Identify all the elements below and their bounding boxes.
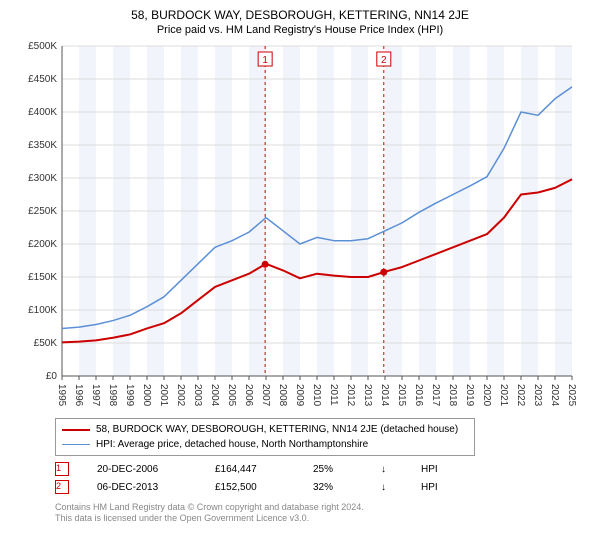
svg-text:2024: 2024: [549, 384, 560, 407]
svg-text:2008: 2008: [277, 384, 288, 407]
legend-swatch: [62, 429, 90, 431]
marker-ref: HPI: [421, 464, 451, 475]
marker-badge: 2: [55, 480, 69, 494]
svg-text:2000: 2000: [141, 384, 152, 407]
marker-date: 06-DEC-2013: [97, 482, 187, 493]
svg-text:1997: 1997: [90, 384, 101, 407]
svg-text:2018: 2018: [447, 384, 458, 407]
svg-text:£0: £0: [46, 371, 58, 382]
footnote: Contains HM Land Registry data © Crown c…: [55, 502, 590, 525]
marker-price: £164,447: [215, 464, 285, 475]
svg-text:2014: 2014: [379, 384, 390, 407]
svg-text:1996: 1996: [73, 384, 84, 407]
svg-text:£300K: £300K: [28, 173, 57, 184]
svg-text:2004: 2004: [209, 384, 220, 407]
marker-row: 2 06-DEC-2013 £152,500 32% ↓ HPI: [55, 478, 590, 496]
svg-text:£500K: £500K: [28, 42, 57, 52]
svg-text:2005: 2005: [226, 384, 237, 407]
svg-text:£200K: £200K: [28, 239, 57, 250]
svg-text:£400K: £400K: [28, 107, 57, 118]
footnote-line: This data is licensed under the Open Gov…: [55, 513, 590, 524]
svg-text:£350K: £350K: [28, 140, 57, 151]
legend-label: 58, BURDOCK WAY, DESBOROUGH, KETTERING, …: [96, 424, 458, 435]
svg-text:2016: 2016: [413, 384, 424, 407]
svg-text:2001: 2001: [158, 384, 169, 407]
marker-badge: 1: [55, 462, 69, 476]
svg-text:2015: 2015: [396, 384, 407, 407]
svg-text:2007: 2007: [260, 384, 271, 407]
legend-label: HPI: Average price, detached house, Nort…: [96, 439, 368, 450]
svg-text:2012: 2012: [345, 384, 356, 407]
svg-text:2013: 2013: [362, 384, 373, 407]
svg-text:1999: 1999: [124, 384, 135, 407]
svg-text:£100K: £100K: [28, 305, 57, 316]
svg-text:2025: 2025: [566, 384, 577, 407]
svg-text:2010: 2010: [311, 384, 322, 407]
chart-svg: £0 £50K £100K £150K £200K £250K £300K £350K £400…: [20, 42, 580, 412]
marker-price: £152,500: [215, 482, 285, 493]
svg-text:2006: 2006: [243, 384, 254, 407]
legend-swatch: [62, 444, 90, 446]
svg-text:2009: 2009: [294, 384, 305, 407]
svg-text:1995: 1995: [56, 384, 67, 407]
svg-text:2002: 2002: [175, 384, 186, 407]
plot-area: £0 £50K £100K £150K £200K £250K £300K £350K £400…: [20, 42, 580, 412]
svg-text:2020: 2020: [481, 384, 492, 407]
legend-row: 58, BURDOCK WAY, DESBOROUGH, KETTERING, …: [62, 422, 468, 437]
down-arrow-icon: ↓: [381, 482, 393, 493]
svg-text:1: 1: [262, 55, 268, 66]
marker-row: 1 20-DEC-2006 £164,447 25% ↓ HPI: [55, 460, 590, 478]
chart-title: 58, BURDOCK WAY, DESBOROUGH, KETTERING, …: [10, 8, 590, 22]
svg-text:2: 2: [381, 55, 387, 66]
svg-text:£250K: £250K: [28, 206, 57, 217]
svg-text:2019: 2019: [464, 384, 475, 407]
svg-text:£150K: £150K: [28, 272, 57, 283]
svg-text:2011: 2011: [328, 384, 339, 406]
svg-text:2003: 2003: [192, 384, 203, 407]
svg-text:2023: 2023: [532, 384, 543, 407]
down-arrow-icon: ↓: [381, 464, 393, 475]
svg-text:2022: 2022: [515, 384, 526, 407]
marker-table: 1 20-DEC-2006 £164,447 25% ↓ HPI 2 06-DEC-2013 £…: [55, 460, 590, 496]
legend: 58, BURDOCK WAY, DESBOROUGH, KETTERING, …: [55, 418, 475, 456]
chart-subtitle: Price paid vs. HM Land Registry's House …: [10, 24, 590, 36]
svg-text:£50K: £50K: [34, 338, 58, 349]
svg-text:2021: 2021: [498, 384, 509, 407]
marker-pct: 25%: [313, 464, 353, 475]
chart-container: 58, BURDOCK WAY, DESBOROUGH, KETTERING, …: [0, 0, 600, 560]
marker-pct: 32%: [313, 482, 353, 493]
footnote-line: Contains HM Land Registry data © Crown c…: [55, 502, 590, 513]
marker-date: 20-DEC-2006: [97, 464, 187, 475]
svg-text:1998: 1998: [107, 384, 118, 407]
svg-text:£450K: £450K: [28, 74, 57, 85]
marker-ref: HPI: [421, 482, 451, 493]
legend-row: HPI: Average price, detached house, Nort…: [62, 437, 468, 452]
svg-text:2017: 2017: [430, 384, 441, 407]
